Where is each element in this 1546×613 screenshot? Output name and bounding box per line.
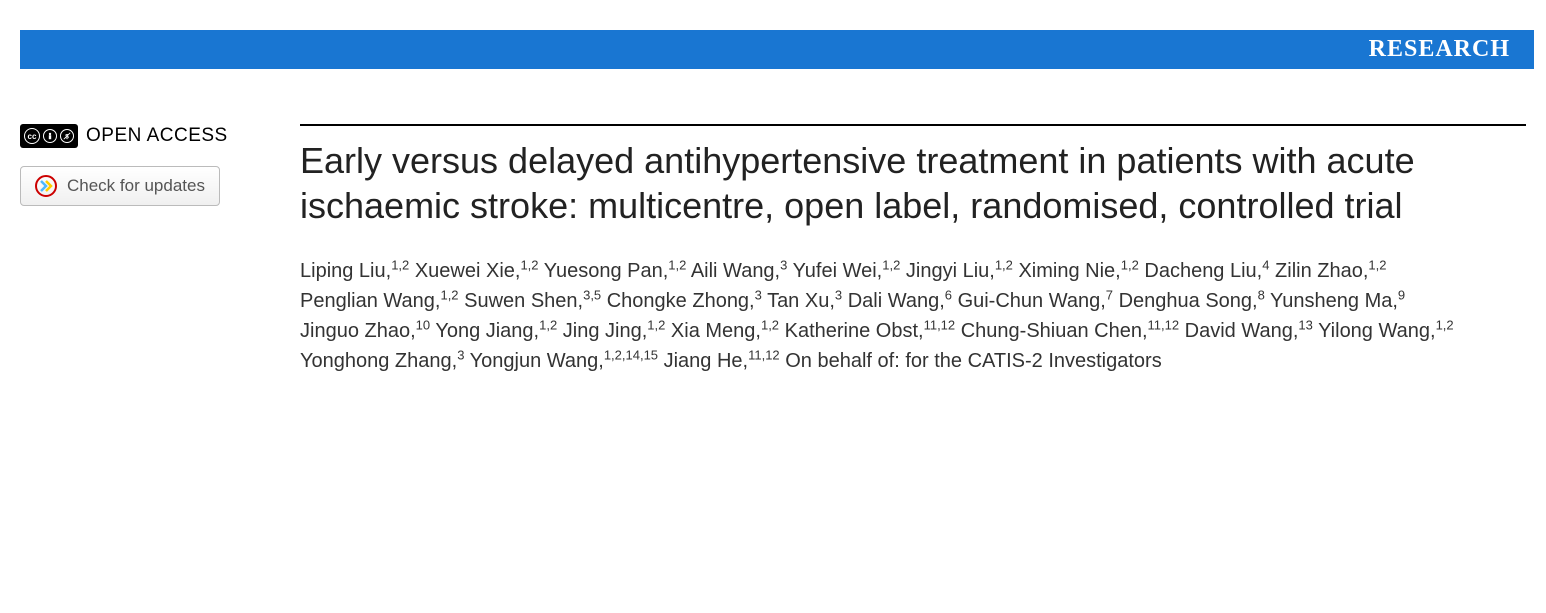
author: Ximing Nie,1,2 bbox=[1018, 260, 1138, 282]
author-affiliation: 3,5 bbox=[583, 287, 601, 302]
author: Chung-Shiuan Chen,11,12 bbox=[961, 320, 1179, 342]
author: Yuesong Pan,1,2 bbox=[544, 260, 687, 282]
author: Dali Wang,6 bbox=[848, 290, 952, 312]
author-affiliation: 1,2 bbox=[882, 257, 900, 272]
author-affiliation: 1,2 bbox=[1121, 257, 1139, 272]
author-affiliation: 3 bbox=[457, 347, 464, 362]
author-affiliation: 11,12 bbox=[1148, 317, 1180, 332]
content-wrapper: cc $ OPEN ACCESS Check for updates bbox=[0, 124, 1546, 376]
author: Jinguo Zhao,10 bbox=[300, 320, 430, 342]
on-behalf-of: On behalf of: for the CATIS-2 Investigat… bbox=[785, 350, 1161, 372]
cc-icon: cc bbox=[24, 128, 40, 144]
author: Gui-Chun Wang,7 bbox=[958, 290, 1113, 312]
author: Liping Liu,1,2 bbox=[300, 260, 409, 282]
author-affiliation: 10 bbox=[416, 317, 430, 332]
author: Suwen Shen,3,5 bbox=[464, 290, 601, 312]
author: Katherine Obst,11,12 bbox=[785, 320, 956, 342]
author-affiliation: 8 bbox=[1258, 287, 1265, 302]
author: Xia Meng,1,2 bbox=[671, 320, 779, 342]
author: Tan Xu,3 bbox=[767, 290, 842, 312]
author-affiliation: 4 bbox=[1262, 257, 1269, 272]
author: Chongke Zhong,3 bbox=[607, 290, 762, 312]
author: Yunsheng Ma,9 bbox=[1270, 290, 1405, 312]
author-affiliation: 7 bbox=[1106, 287, 1113, 302]
author: Penglian Wang,1,2 bbox=[300, 290, 459, 312]
author: Jiang He,11,12 bbox=[664, 350, 780, 372]
author-affiliation: 3 bbox=[755, 287, 762, 302]
author: Dacheng Liu,4 bbox=[1144, 260, 1269, 282]
crossmark-icon bbox=[35, 175, 57, 197]
author-affiliation: 1,2 bbox=[995, 257, 1013, 272]
cc-nc-icon: $ bbox=[60, 129, 74, 143]
author-affiliation: 1,2 bbox=[520, 257, 538, 272]
article-title: Early versus delayed antihypertensive tr… bbox=[300, 138, 1526, 228]
author: Jingyi Liu,1,2 bbox=[906, 260, 1013, 282]
cc-license-badge: cc $ bbox=[20, 124, 78, 148]
author: Yongjun Wang,1,2,14,15 bbox=[470, 350, 658, 372]
author-affiliation: 1,2 bbox=[647, 317, 665, 332]
research-banner-label: RESEARCH bbox=[1369, 36, 1510, 62]
author: Xuewei Xie,1,2 bbox=[415, 260, 539, 282]
author-affiliation: 6 bbox=[945, 287, 952, 302]
author: Denghua Song,8 bbox=[1119, 290, 1265, 312]
author-affiliation: 11,12 bbox=[924, 317, 956, 332]
author-affiliation: 1,2 bbox=[761, 317, 779, 332]
author: Jing Jing,1,2 bbox=[563, 320, 666, 342]
author-affiliation: 1,2 bbox=[668, 257, 686, 272]
author-affiliation: 1,2 bbox=[440, 287, 458, 302]
author: David Wang,13 bbox=[1185, 320, 1313, 342]
open-access-label: OPEN ACCESS bbox=[86, 125, 228, 147]
cc-by-icon bbox=[43, 129, 57, 143]
author: Yonghong Zhang,3 bbox=[300, 350, 464, 372]
check-for-updates-label: Check for updates bbox=[67, 176, 205, 196]
research-banner: RESEARCH bbox=[20, 30, 1534, 69]
author: Zilin Zhao,1,2 bbox=[1275, 260, 1386, 282]
sidebar: cc $ OPEN ACCESS Check for updates bbox=[20, 124, 300, 376]
author-affiliation: 1,2 bbox=[1436, 317, 1454, 332]
author-affiliation: 13 bbox=[1298, 317, 1312, 332]
author: Yong Jiang,1,2 bbox=[435, 320, 557, 342]
author-affiliation: 3 bbox=[835, 287, 842, 302]
author-affiliation: 1,2 bbox=[391, 257, 409, 272]
author-affiliation: 9 bbox=[1398, 287, 1405, 302]
author-affiliation: 1,2 bbox=[1368, 257, 1386, 272]
authors-list: Liping Liu,1,2 Xuewei Xie,1,2 Yuesong Pa… bbox=[300, 256, 1526, 376]
article-header: Early versus delayed antihypertensive tr… bbox=[300, 124, 1526, 376]
open-access-row: cc $ OPEN ACCESS bbox=[20, 124, 280, 148]
check-for-updates-button[interactable]: Check for updates bbox=[20, 166, 220, 206]
author-affiliation: 1,2,14,15 bbox=[604, 347, 658, 362]
author: Yilong Wang,1,2 bbox=[1318, 320, 1454, 342]
author-affiliation: 1,2 bbox=[539, 317, 557, 332]
author: Aili Wang,3 bbox=[691, 260, 788, 282]
author-affiliation: 3 bbox=[780, 257, 787, 272]
author-affiliation: 11,12 bbox=[748, 347, 780, 362]
author: Yufei Wei,1,2 bbox=[793, 260, 901, 282]
